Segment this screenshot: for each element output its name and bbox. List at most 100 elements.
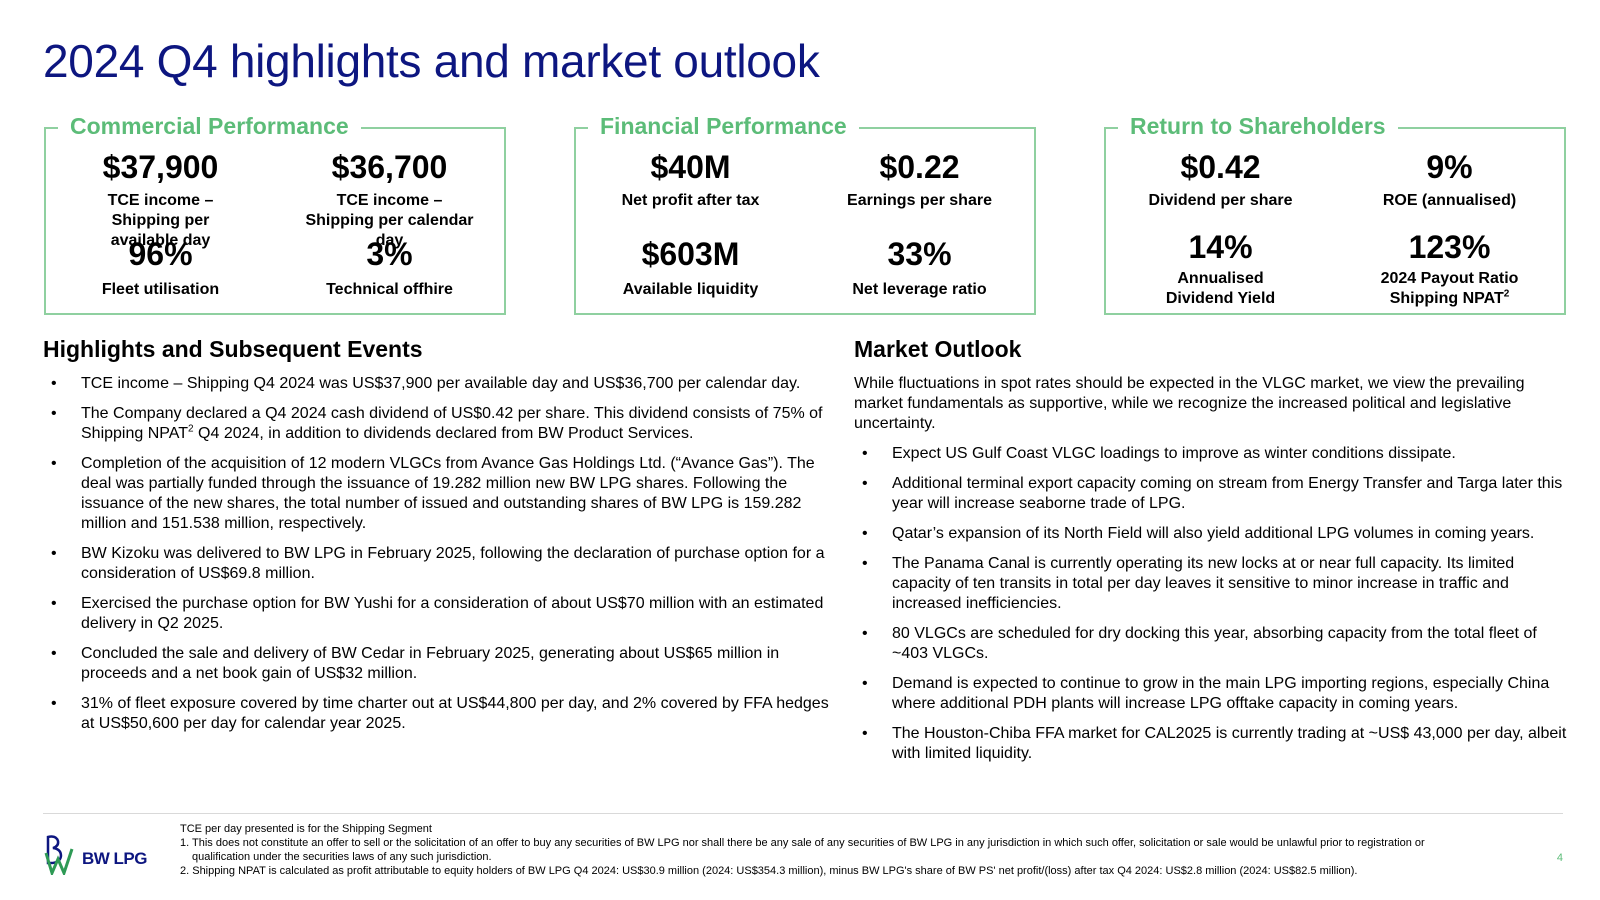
page-title: 2024 Q4 highlights and market outlook [43, 35, 820, 87]
kpi-label: Net leverage ratio [852, 281, 987, 298]
bullet-icon: • [51, 375, 57, 392]
list-item: • Qatar’s expansion of its North Field wi… [854, 524, 1570, 544]
list-item-text: The Houston-Chiba FFA market for CAL2025… [892, 725, 1567, 762]
kpi-value: $36,700 [331, 149, 448, 185]
footnote-ref: 2 [1503, 288, 1510, 300]
kpi-value: $37,900 [102, 149, 219, 185]
bullet-icon: • [862, 675, 868, 692]
kpi-label: Fleet utilisation [101, 281, 220, 298]
kpi-label: Dividend per share [1148, 192, 1293, 209]
bullet-icon: • [862, 475, 868, 492]
list-item: • Completion of the acquisition of 12 mod… [43, 454, 843, 534]
kpi-dividend-per-share: $0.42 Dividend per share [1106, 149, 1335, 211]
kpi-label: Technical offhire [326, 281, 453, 298]
kpi-tce-calendar: $36,700 TCE income – Shipping per calend… [275, 149, 504, 251]
highlights-heading: Highlights and Subsequent Events [43, 336, 423, 362]
footnote-segment: TCE per day presented is for the Shippin… [180, 823, 432, 835]
kpi-net-profit: $40M Net profit after tax [576, 149, 805, 211]
kpi-net-leverage: 33% Net leverage ratio [805, 236, 1034, 300]
bullet-icon: • [51, 405, 57, 422]
list-item-text: 80 VLGCs are scheduled for dry docking t… [892, 625, 1537, 662]
kpi-label: TCE income – Shipping per calendar day [305, 192, 474, 249]
list-item-text: The Panama Canal is currently operating … [892, 555, 1515, 612]
kpi-label: Earnings per share [847, 192, 992, 209]
kpi-label: Available liquidity [622, 281, 759, 298]
list-item-text: Additional terminal export capacity comi… [892, 475, 1563, 512]
list-item: • The Panama Canal is currently operating… [854, 554, 1570, 614]
bullet-icon: • [862, 725, 868, 742]
kpi-eps: $0.22 Earnings per share [805, 149, 1034, 211]
kpi-value: 123% [1408, 229, 1491, 265]
return-to-shareholders-box: Return to Shareholders $0.42 Dividend pe… [1104, 113, 1566, 315]
list-item-text: Qatar’s expansion of its North Field wil… [892, 525, 1535, 542]
bullet-icon: • [862, 445, 868, 462]
list-item: • Exercised the purchase option for BW Yu… [43, 594, 843, 634]
footnote-1-continued: qualification under the securities laws … [192, 851, 492, 863]
list-item-text: BW Kizoku was delivered to BW LPG in Feb… [81, 545, 825, 582]
list-item: • The Houston-Chiba FFA market for CAL202… [854, 724, 1570, 764]
kpi-value: 14% [1188, 229, 1253, 265]
page-number: 4 [1556, 852, 1563, 864]
kpi-label: TCE income – Shipping per available day [107, 192, 214, 249]
kpi-value: $603M [641, 236, 740, 272]
bullet-icon: • [51, 595, 57, 612]
kpi-label-line: Dividend Yield [1165, 290, 1276, 307]
kpi-value: 3% [366, 236, 413, 272]
kpi-label-line: Shipping NPAT2 [1335, 289, 1564, 309]
list-item: • The Company declared a Q4 2024 cash div… [43, 404, 843, 444]
logo-text: BW LPG [82, 849, 148, 868]
kpi-value: $0.22 [879, 149, 960, 185]
kpi-value: 96% [128, 236, 193, 272]
list-item: • 80 VLGCs are scheduled for dry docking … [854, 624, 1570, 664]
kpi-payout-ratio: 123% 2024 Payout Ratio Shipping NPAT2 [1335, 229, 1564, 309]
footer-divider [43, 813, 1563, 814]
commercial-performance-box: Commercial Performance $37,900 TCE incom… [44, 113, 506, 315]
list-item-text: Completion of the acquisition of 12 mode… [81, 455, 815, 532]
kpi-roe: 9% ROE (annualised) [1335, 149, 1564, 211]
list-item: • 31% of fleet exposure covered by time c… [43, 694, 843, 734]
kpi-tce-available: $37,900 TCE income – Shipping per availa… [46, 149, 275, 251]
bullet-icon: • [862, 625, 868, 642]
financial-performance-title: Financial Performance [588, 113, 859, 140]
kpi-technical-offhire: 3% Technical offhire [275, 236, 504, 300]
footnote-1: 1. This does not constitute an offer to … [180, 837, 1425, 849]
list-item-text: Concluded the sale and delivery of BW Ce… [81, 645, 780, 682]
kpi-label-line: 2024 Payout Ratio [1380, 270, 1519, 287]
list-item: • Concluded the sale and delivery of BW C… [43, 644, 843, 684]
kpi-value: $40M [650, 149, 731, 185]
kpi-label: Net profit after tax [621, 192, 760, 209]
bullet-icon: • [51, 545, 57, 562]
kpi-value: 9% [1426, 149, 1473, 185]
return-to-shareholders-title: Return to Shareholders [1118, 113, 1398, 140]
kpi-label: ROE (annualised) [1382, 192, 1517, 209]
market-outlook-heading: Market Outlook [854, 336, 1022, 362]
bullet-icon: • [51, 645, 57, 662]
list-item-text: 31% of fleet exposure covered by time ch… [81, 695, 829, 732]
list-item-text: Q4 2024, in addition to dividends declar… [193, 425, 694, 442]
financial-performance-box: Financial Performance $40M Net profit af… [574, 113, 1036, 315]
footnotes: TCE per day presented is for the Shippin… [180, 822, 1520, 878]
outlook-list: • Expect US Gulf Coast VLGC loadings to i… [854, 444, 1570, 774]
list-item: • Expect US Gulf Coast VLGC loadings to i… [854, 444, 1570, 464]
list-item-text: Exercised the purchase option for BW Yus… [81, 595, 824, 632]
kpi-value: 33% [887, 236, 952, 272]
list-item: • Demand is expected to continue to grow … [854, 674, 1570, 714]
list-item-text: Expect US Gulf Coast VLGC loadings to im… [892, 445, 1456, 462]
kpi-label: Annualised Dividend Yield [1106, 269, 1335, 309]
list-item: • BW Kizoku was delivered to BW LPG in Fe… [43, 544, 843, 584]
list-item-text: TCE income – Shipping Q4 2024 was US$37,… [81, 375, 801, 392]
highlights-list: • TCE income – Shipping Q4 2024 was US$37… [43, 374, 843, 744]
bullet-icon: • [862, 555, 868, 572]
bullet-icon: • [51, 695, 57, 712]
bullet-icon: • [51, 455, 57, 472]
kpi-label-line: Annualised [1177, 270, 1264, 287]
list-item: • Additional terminal export capacity com… [854, 474, 1570, 514]
commercial-performance-title: Commercial Performance [58, 113, 361, 140]
list-item: • TCE income – Shipping Q4 2024 was US$37… [43, 374, 843, 394]
list-item-text: The Company declared a Q4 2024 cash divi… [81, 405, 823, 442]
kpi-value: $0.42 [1180, 149, 1261, 185]
list-item-text: Demand is expected to continue to grow i… [892, 675, 1550, 712]
market-outlook-intro: While fluctuations in spot rates should … [854, 375, 1525, 432]
kpi-label: 2024 Payout Ratio Shipping NPAT2 [1335, 269, 1564, 309]
kpi-available-liquidity: $603M Available liquidity [576, 236, 805, 300]
